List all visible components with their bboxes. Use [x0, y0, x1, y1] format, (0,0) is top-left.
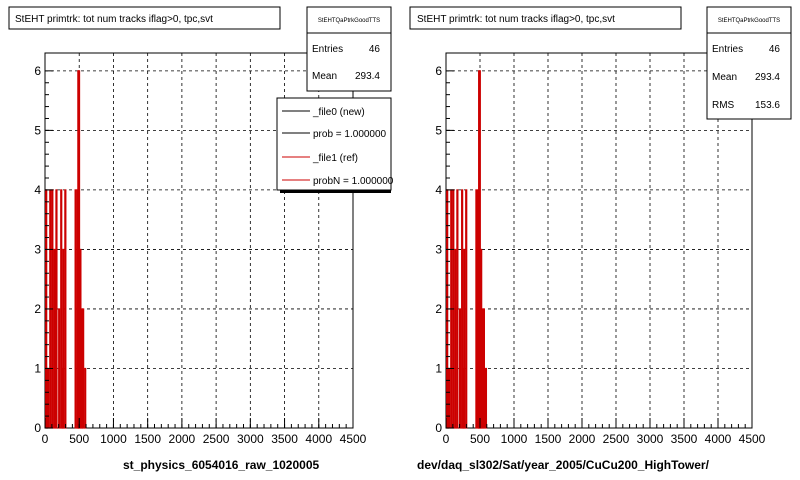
- y-tick-label: 0: [34, 421, 41, 435]
- histogram-bin: [459, 308, 462, 429]
- histogram-bin: [463, 248, 466, 429]
- y-tick-label: 1: [34, 361, 41, 375]
- histogram-bin: [475, 189, 478, 429]
- histogram-bin: [484, 367, 488, 429]
- right-stats-entries-value: 46: [769, 44, 781, 55]
- left-stats-entries-value: 46: [369, 44, 381, 55]
- legend-label-prob: prob = 1.000000: [313, 129, 387, 140]
- histogram-bin: [482, 308, 485, 429]
- left-stats-mean-value: 293.4: [355, 71, 380, 82]
- histogram-bin: [82, 308, 85, 429]
- left-stats-name: StEHTQaPtrkGoodTTS: [318, 18, 380, 24]
- right-stats-mean-value: 293.4: [755, 72, 780, 83]
- x-tick-label: 1000: [501, 432, 528, 446]
- histogram-bin: [84, 367, 87, 429]
- x-tick-label: 3000: [637, 432, 664, 446]
- right-stats-rms-label: RMS: [712, 100, 735, 111]
- x-tick-label: 1500: [134, 432, 161, 446]
- x-tick-label: 500: [69, 432, 89, 446]
- right-title-box: StEHT primtrk: tot num tracks iflag>0, t…: [409, 6, 682, 30]
- x-tick-label: 1000: [100, 432, 127, 446]
- histogram-bin: [53, 248, 56, 429]
- histogram-bin: [448, 367, 451, 429]
- right-axis-ticks: 0 500 1000 1500 2000 2500 3000 3500 4000 4500 0 1 2 3…: [435, 64, 765, 446]
- y-tick-label: 3: [34, 242, 41, 256]
- right-stats-entries-label: Entries: [712, 44, 743, 55]
- legend-label-probN: probN = 1.000000: [313, 176, 394, 187]
- y-tick-label: 5: [34, 123, 41, 137]
- x-tick-label: 4000: [705, 432, 732, 446]
- left-x-axis-label: st_physics_6054016_raw_1020005: [123, 458, 319, 472]
- y-tick-label: 6: [34, 64, 41, 78]
- y-tick-label: 5: [435, 123, 442, 137]
- y-tick-label: 3: [435, 242, 442, 256]
- histogram-bin: [456, 189, 459, 429]
- x-tick-label: 2000: [569, 432, 596, 446]
- right-grid: [446, 53, 752, 428]
- histogram-bin: [454, 248, 457, 429]
- y-tick-label: 4: [34, 183, 41, 197]
- x-tick-label: 4000: [305, 432, 332, 446]
- right-plot-frame: [445, 52, 753, 429]
- left-stats-box: StEHTQaPtrkGoodTTS Entries 46 Mean 293.4: [306, 6, 392, 92]
- right-stats-box: StEHTQaPtrkGoodTTS Entries 46 Mean 293.4…: [706, 6, 792, 120]
- x-tick-label: 3500: [671, 432, 698, 446]
- histogram-bin: [60, 189, 63, 429]
- y-tick-label: 1: [435, 361, 442, 375]
- histogram-bin: [47, 367, 50, 429]
- right-stats-name: StEHTQaPtrkGoodTTS: [718, 18, 780, 24]
- x-tick-label: 2500: [203, 432, 230, 446]
- y-tick-label: 2: [435, 302, 442, 316]
- right-stats-rms-value: 153.6: [755, 100, 780, 111]
- x-tick-label: 0: [443, 432, 450, 446]
- y-tick-label: 4: [435, 183, 442, 197]
- x-tick-label: 0: [42, 432, 49, 446]
- legend-label-file1: _file1 (ref): [312, 153, 358, 164]
- x-tick-label: 1500: [535, 432, 562, 446]
- histogram-bin: [62, 248, 65, 429]
- x-tick-label: 4500: [340, 432, 367, 446]
- left-chart-title: StEHT primtrk: tot num tracks iflag>0, t…: [15, 14, 213, 25]
- histogram-bin: [74, 189, 77, 429]
- x-tick-label: 2500: [603, 432, 630, 446]
- right-panel: 0 500 1000 1500 2000 2500 3000 3500 4000 4500 0 1 2 3…: [409, 6, 792, 472]
- histogram-bin: [58, 308, 61, 429]
- left-axis-ticks: 0 500 1000 1500 2000 2500 3000 3500 4000 4500 0 1 2 3…: [34, 64, 366, 446]
- left-stats-mean-label: Mean: [312, 71, 337, 82]
- left-stats-entries-label: Entries: [312, 44, 343, 55]
- x-tick-label: 500: [470, 432, 490, 446]
- x-tick-label: 2000: [169, 432, 196, 446]
- left-panel: 0 500 1000 1500 2000 2500 3000 3500 4000 4500 0 1 2 3…: [8, 6, 394, 472]
- legend-label-file0: _file0 (new): [312, 107, 365, 118]
- left-title-box: StEHT primtrk: tot num tracks iflag>0, t…: [8, 6, 281, 30]
- histogram-bin: [461, 189, 464, 429]
- histogram-bin: [64, 189, 67, 429]
- y-tick-label: 2: [34, 302, 41, 316]
- right-stats-mean-label: Mean: [712, 72, 737, 83]
- x-tick-label: 4500: [739, 432, 766, 446]
- y-tick-label: 0: [435, 421, 442, 435]
- left-legend: _file0 (new) prob = 1.000000 _file1 (ref…: [276, 97, 394, 193]
- x-tick-label: 3000: [237, 432, 264, 446]
- x-tick-label: 3500: [271, 432, 298, 446]
- y-tick-label: 6: [435, 64, 442, 78]
- right-x-axis-label: dev/daq_sl302/Sat/year_2005/CuCu200_High…: [417, 458, 710, 472]
- histogram-bin: [465, 189, 468, 429]
- histogram-bin: [55, 189, 58, 429]
- right-chart-title: StEHT primtrk: tot num tracks iflag>0, t…: [417, 14, 615, 25]
